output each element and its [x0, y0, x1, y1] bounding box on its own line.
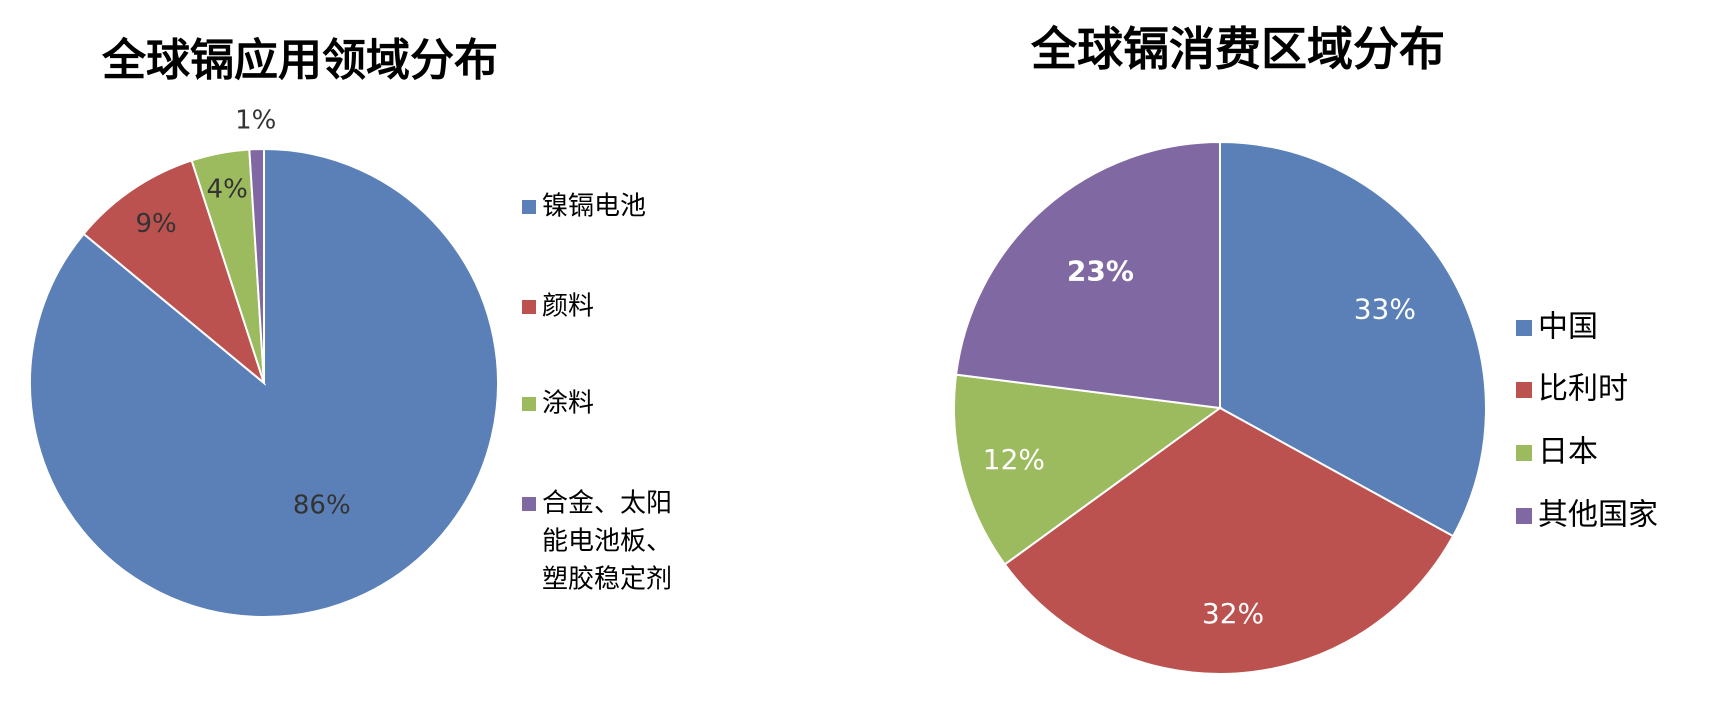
legend-label-1: 镍镉电池: [542, 192, 646, 222]
data-label-4: 23%: [1067, 254, 1134, 287]
legend-label-2: 颜料: [542, 292, 594, 322]
legend-swatch-2: [522, 300, 536, 314]
legend-swatch-2: [1516, 382, 1532, 398]
legend-label-2: 比利时: [1538, 372, 1628, 407]
chart-title: 全球镉消费区域分布: [1030, 22, 1445, 76]
legend-swatch-4: [522, 497, 536, 511]
data-label-1: 33%: [1354, 293, 1416, 326]
chart-title: 全球镉应用领域分布: [101, 35, 498, 86]
legend-label-3: 涂料: [542, 389, 594, 419]
pie-slices: [29, 147, 499, 618]
legend-label-4: 能电池板、: [542, 527, 672, 557]
legend-label-4: 其他国家: [1538, 498, 1658, 533]
pie-slice-4: [248, 147, 265, 384]
legend-label-3: 日本: [1538, 435, 1598, 470]
legend-label-4: 合金、太阳: [542, 489, 672, 519]
data-label-1: 86%: [293, 490, 351, 520]
pie-slice-4: [954, 140, 1221, 410]
legend-swatch-1: [1516, 320, 1532, 336]
legend-swatch-3: [1516, 445, 1532, 461]
legend-label-1: 中国: [1538, 310, 1598, 345]
pie-slice-2: [1003, 406, 1455, 675]
legend-swatch-3: [522, 397, 536, 411]
pie-data-labels: 86% 9% 4% 1%: [136, 106, 351, 521]
data-label-3: 4%: [207, 174, 248, 204]
data-label-3: 12%: [983, 443, 1045, 476]
data-label-2: 32%: [1202, 597, 1264, 630]
application-pie-chart: 全球镉应用领域分布 86% 9% 4% 1% 镍镉电池颜料涂料合金、太阳能电池板、塑胶…: [29, 35, 672, 618]
pie-slice-2: [82, 159, 267, 386]
pie-slice-1: [1219, 140, 1488, 538]
data-label-4: 1%: [235, 106, 276, 136]
data-label-2: 9%: [136, 209, 177, 239]
legend-swatch-4: [1516, 508, 1532, 524]
pie-data-labels: 33% 32% 12% 23%: [983, 254, 1416, 630]
pie-slice-3: [953, 373, 1223, 566]
legend-swatch-1: [522, 200, 536, 214]
pie-slices: [953, 140, 1488, 675]
legend-label-4: 塑胶稳定剂: [542, 565, 672, 595]
